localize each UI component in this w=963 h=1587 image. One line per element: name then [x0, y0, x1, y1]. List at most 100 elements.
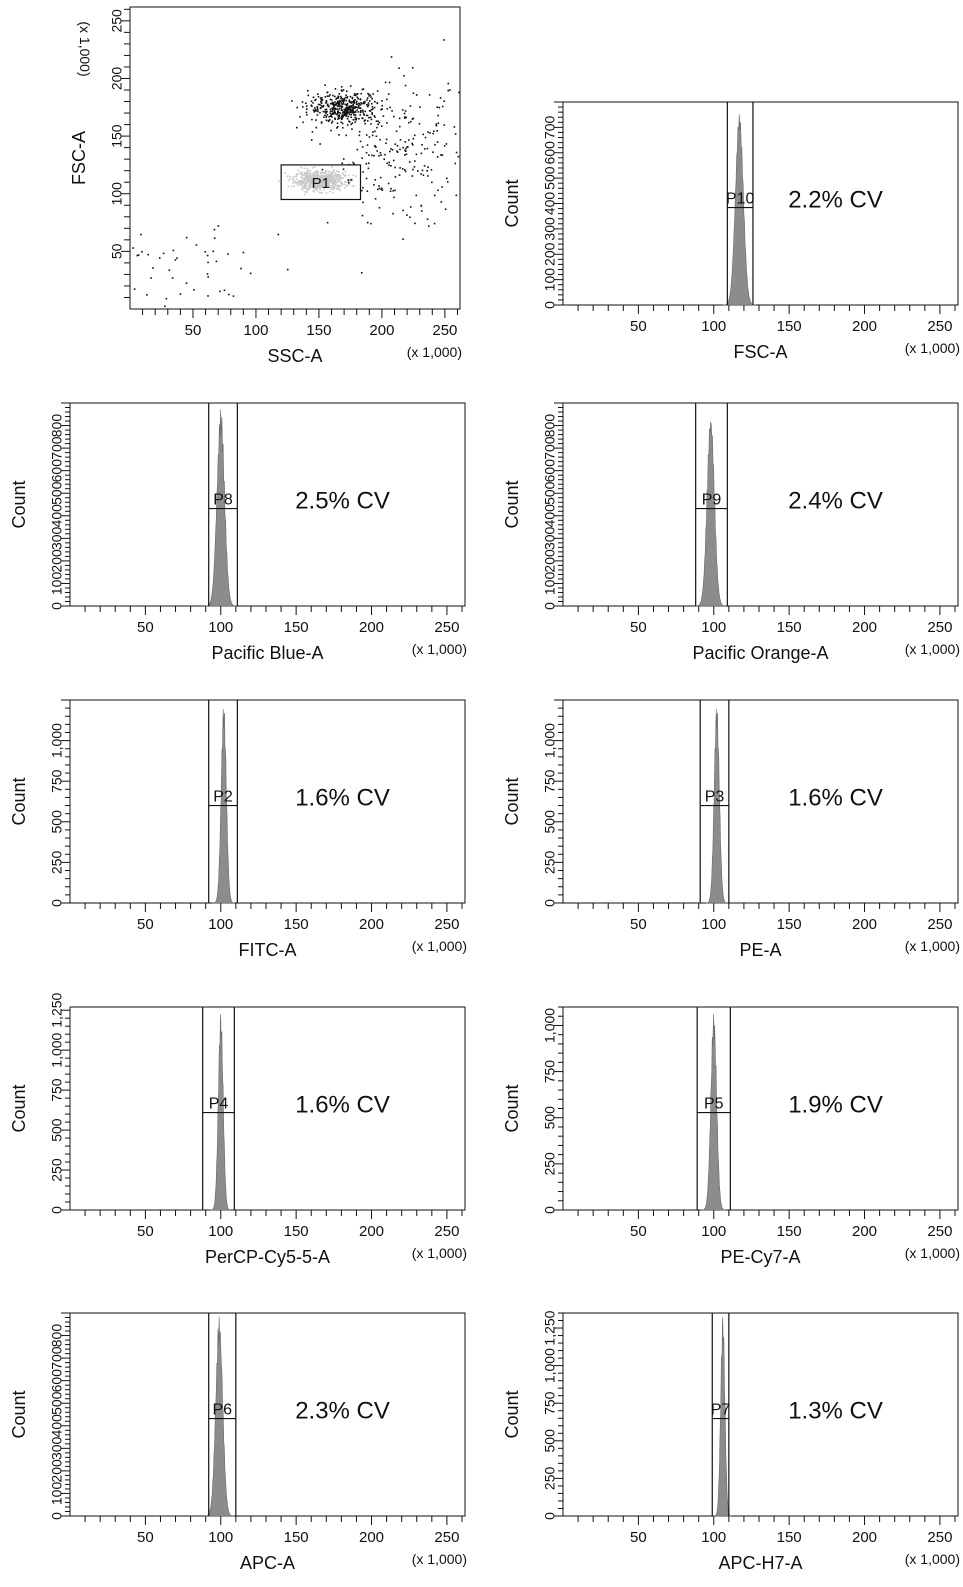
event-point-gated-singlets — [307, 172, 310, 175]
event-point-main-cluster — [353, 99, 355, 102]
event-point-gated-singlets — [315, 180, 318, 183]
event-point-doublet-spread — [437, 114, 439, 117]
event-point-main-cluster — [376, 126, 378, 129]
event-point-gated-singlets — [313, 184, 316, 186]
y-tick-label: 1,250 — [542, 1310, 558, 1345]
event-point-doublet-spread — [310, 139, 313, 141]
event-point-main-cluster — [352, 101, 355, 103]
y-tick-label: 0 — [542, 301, 558, 309]
event-point-gated-singlets — [330, 179, 332, 182]
event-point-gated-singlets — [295, 173, 298, 176]
x-tick-label: 150 — [777, 1529, 802, 1546]
event-point-main-cluster — [325, 116, 328, 118]
event-point-doublet-spread — [394, 166, 396, 169]
x-tick-label: 150 — [777, 916, 802, 933]
event-point-gated-singlets — [307, 184, 310, 187]
event-point-main-cluster — [332, 111, 334, 114]
y-tick-label: 100 — [49, 572, 65, 596]
gate-label: P10 — [726, 191, 755, 208]
event-point-gated-singlets — [315, 173, 318, 175]
event-point-gated-singlets — [338, 179, 340, 182]
event-point-gated-singlets — [315, 175, 317, 178]
event-point-gated-singlets — [337, 174, 340, 176]
event-point-main-cluster — [307, 94, 310, 97]
event-point-main-cluster — [342, 102, 345, 104]
event-point-main-cluster — [325, 110, 327, 113]
event-point-main-cluster — [359, 107, 362, 109]
event-point-main-cluster — [336, 122, 339, 125]
event-point-main-cluster — [326, 110, 328, 113]
event-point-main-cluster — [324, 111, 326, 113]
event-point-main-cluster — [363, 120, 366, 122]
event-point-gated-singlets — [311, 182, 313, 185]
event-point-debris — [223, 289, 226, 292]
event-point-main-cluster — [305, 102, 307, 105]
event-point-main-cluster — [338, 108, 341, 110]
event-point-gated-singlets — [335, 176, 337, 178]
event-point-main-cluster — [363, 102, 366, 105]
event-point-doublet-spread — [426, 218, 429, 221]
event-point-gated-singlets — [309, 182, 312, 184]
y-axis-label: Count — [502, 179, 522, 227]
y-tick-label: 1,000 — [49, 1032, 65, 1067]
event-point-doublet-spread — [412, 168, 414, 171]
event-point-debris — [146, 294, 148, 296]
event-point-gated-singlets — [336, 178, 338, 180]
event-point-gated-singlets — [338, 184, 341, 187]
event-point-main-cluster — [339, 95, 342, 98]
event-point-doublet-spread — [387, 182, 390, 185]
event-point-gated-singlets — [337, 185, 339, 187]
event-point-gated-singlets — [330, 185, 333, 187]
event-point-gated-singlets — [317, 171, 320, 174]
y-tick-label: 400 — [542, 192, 558, 216]
event-point-gated-singlets — [301, 183, 303, 185]
event-point-doublet-spread — [380, 108, 382, 111]
event-point-gated-singlets — [288, 175, 291, 178]
event-point-doublet-spread — [455, 194, 458, 197]
event-point-main-cluster — [350, 102, 353, 104]
event-point-main-cluster — [353, 114, 355, 116]
event-point-gated-singlets — [314, 183, 316, 186]
event-point-gated-singlets — [316, 174, 319, 177]
event-point-debris — [232, 295, 235, 297]
x-tick-label: 250 — [927, 1223, 952, 1240]
event-point-main-cluster — [377, 123, 379, 126]
event-point-main-cluster — [342, 89, 345, 91]
event-point-doublet-spread — [360, 189, 363, 192]
event-point-main-cluster — [370, 96, 372, 98]
event-point-doublet-spread — [405, 116, 408, 119]
event-point-doublet-spread — [408, 161, 411, 163]
event-point-main-cluster — [299, 116, 301, 118]
event-point-gated-singlets — [319, 183, 322, 186]
event-point-gated-singlets — [305, 174, 308, 177]
event-point-doublet-spread — [388, 81, 391, 84]
event-point-gated-singlets — [336, 170, 339, 173]
event-point-gated-singlets — [340, 182, 342, 184]
event-point-doublet-spread — [453, 126, 456, 128]
event-point-main-cluster — [341, 111, 344, 114]
event-point-doublet-spread — [427, 175, 429, 177]
event-point-gated-singlets — [306, 175, 309, 177]
y-axis-label: FSC-A — [69, 131, 89, 185]
event-point-gated-singlets — [324, 172, 327, 175]
event-point-doublet-spread — [380, 188, 383, 190]
event-point-doublet-spread — [436, 106, 439, 108]
event-point-doublet-spread — [386, 122, 388, 124]
event-point-doublet-spread — [324, 96, 327, 98]
event-point-gated-singlets — [303, 172, 306, 174]
event-point-main-cluster — [346, 124, 349, 126]
panel-hist-apc-h7: 50 100 150 200 250 APC-H7-A (x 1,000) 0 250 500 75… — [502, 1310, 960, 1573]
x-tick-label: 100 — [208, 619, 233, 636]
event-point-main-cluster — [302, 106, 304, 108]
event-point-doublet-spread — [361, 146, 364, 148]
event-point-doublet-spread — [347, 179, 350, 182]
x-axis-label: PE-A — [739, 940, 781, 960]
event-point-doublet-spread — [374, 178, 377, 181]
event-point-doublet-spread — [409, 105, 412, 107]
event-point-gated-singlets — [323, 174, 326, 177]
x-axis-multiplier: (x 1,000) — [905, 641, 960, 657]
event-point-gated-singlets — [297, 184, 300, 186]
event-point-gated-singlets — [333, 180, 336, 183]
event-point-main-cluster — [374, 101, 376, 103]
